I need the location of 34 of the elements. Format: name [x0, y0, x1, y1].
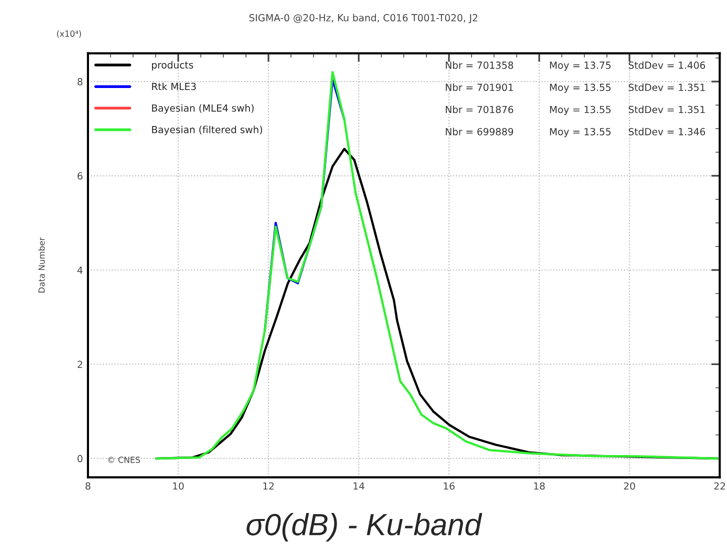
- y-axis-title: Data Number: [38, 237, 45, 292]
- annotation: Moy = 13.55: [550, 128, 611, 138]
- annotation: Moy = 13.75: [550, 62, 611, 71]
- y-tick-label: 0: [78, 454, 82, 462]
- legend-label: products: [152, 61, 194, 70]
- annotation: Nbr = 699889: [446, 128, 514, 136]
- annotation: StdDev = 1.346: [628, 128, 706, 136]
- chart-title: SIGMA-0 @20-Hz, Ku band, C016 T001-T020, J2: [249, 14, 478, 24]
- annotation: StdDev = 1.406: [628, 61, 706, 69]
- annotation: Nbr = 701901: [446, 84, 513, 92]
- annotation: StdDev = 1.351: [628, 106, 705, 114]
- x-tick-label: 10: [173, 482, 184, 490]
- x-tick-label: 22: [714, 482, 725, 490]
- x-tick-label: 16: [444, 482, 455, 490]
- x-tick-label: 14: [354, 482, 364, 490]
- y-tick-label: 8: [78, 78, 82, 86]
- annotation: Nbr = 701358: [446, 61, 514, 69]
- y-tick-label: 6: [78, 172, 82, 180]
- text: (x10⁴): [57, 30, 81, 38]
- annotation: Moy = 13.55: [550, 106, 611, 116]
- y-tick-label: 2: [78, 360, 82, 368]
- y-tick-label: 4: [77, 266, 83, 274]
- annotation: Moy = 13.55: [550, 84, 611, 93]
- legend-label: Bayesian (filtered swh): [152, 126, 262, 136]
- annotation: Nbr = 701876: [446, 106, 514, 114]
- annotation: StdDev = 1.351: [628, 84, 705, 92]
- x-tick-label: 18: [534, 482, 545, 490]
- x-tick-label: 8: [86, 482, 90, 490]
- x-axis-title: σ0(dB) - Ku-band: [246, 513, 482, 542]
- legend-label: Bayesian (MLE4 swh): [152, 104, 254, 114]
- x-tick-label: 20: [624, 482, 636, 490]
- x-tick-label: 12: [263, 482, 274, 490]
- legend-label: Rtk MLE3: [152, 82, 196, 90]
- annotation: © CNES: [108, 456, 140, 463]
